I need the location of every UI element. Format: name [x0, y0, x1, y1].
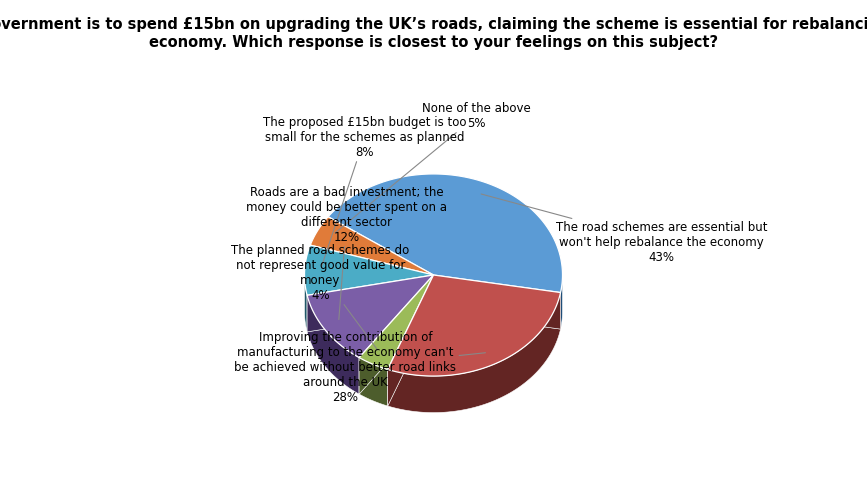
Polygon shape [328, 174, 563, 292]
Polygon shape [307, 275, 434, 332]
Polygon shape [304, 245, 434, 296]
Polygon shape [561, 275, 563, 329]
Text: The planned road schemes do
not represent good value for
money
4%: The planned road schemes do not represen… [231, 244, 409, 350]
Polygon shape [359, 358, 388, 406]
Polygon shape [388, 292, 561, 412]
Polygon shape [359, 275, 434, 394]
Polygon shape [388, 275, 434, 406]
Polygon shape [359, 275, 434, 394]
Polygon shape [434, 275, 561, 329]
Text: None of the above
5%: None of the above 5% [335, 102, 531, 233]
Polygon shape [388, 275, 561, 376]
Polygon shape [307, 275, 434, 357]
Polygon shape [388, 275, 434, 406]
Polygon shape [307, 275, 434, 332]
Text: The government is to spend £15bn on upgrading the UK’s roads, claiming the schem: The government is to spend £15bn on upgr… [0, 18, 867, 50]
Text: Roads are a bad investment; the
money could be better spent on a
different secto: Roads are a bad investment; the money co… [246, 186, 447, 320]
Polygon shape [304, 275, 307, 332]
Text: The proposed £15bn budget is too
small for the schemes as planned
8%: The proposed £15bn budget is too small f… [263, 116, 466, 266]
Text: The road schemes are essential but
won't help rebalance the economy
43%: The road schemes are essential but won't… [481, 194, 767, 264]
Text: Improving the contribution of
manufacturing to the economy can't
be achieved wit: Improving the contribution of manufactur… [234, 331, 486, 404]
Polygon shape [307, 296, 359, 394]
Polygon shape [359, 275, 434, 370]
Polygon shape [434, 275, 561, 329]
Polygon shape [310, 217, 434, 275]
